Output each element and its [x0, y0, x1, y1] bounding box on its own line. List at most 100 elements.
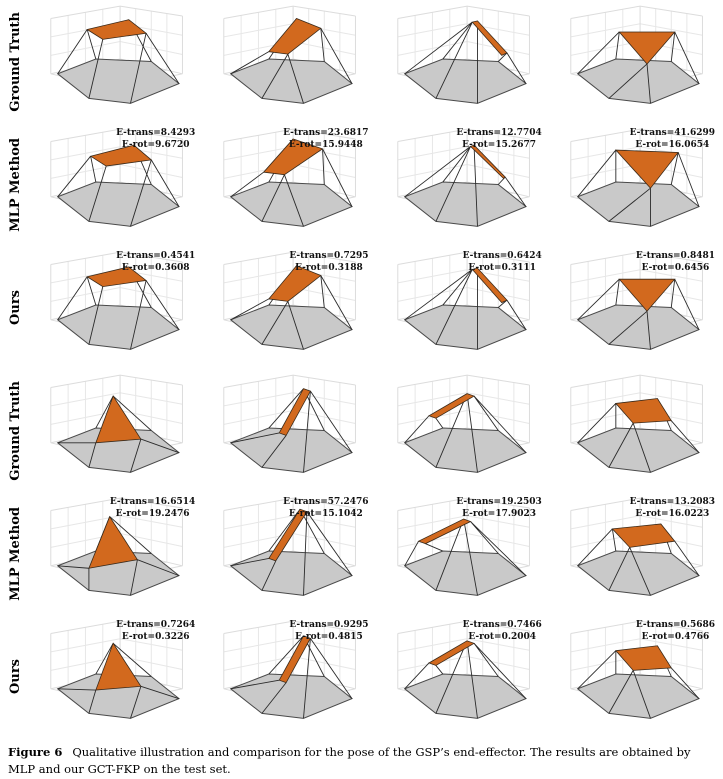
actuator-legs — [404, 519, 525, 595]
end-effector-polygon — [428, 394, 473, 419]
plot-cell-r1-c3 — [377, 0, 550, 123]
figure-row-6: Ours E-trans=0.7264 E-rot=0.3226 E-trans=0.… — [0, 615, 723, 738]
error-annotation: E-trans=0.7295 E-rot=0.3188 — [289, 251, 368, 274]
actuator-legs — [231, 389, 352, 473]
platform-3d-plot — [203, 0, 376, 123]
e-trans-value: E-trans=0.7466 — [462, 620, 542, 630]
e-rot-value: E-rot=16.0223 — [635, 508, 710, 519]
row-label-text: Ours — [7, 659, 23, 694]
axes-box-edges — [224, 375, 356, 457]
actuator-legs — [58, 267, 179, 349]
end-effector-polygon — [616, 646, 671, 671]
error-annotation: E-trans=0.5686 E-rot=0.4766 — [636, 620, 715, 643]
plot-cell-r3-c1: E-trans=0.4541 E-rot=0.3608 — [30, 246, 203, 369]
error-annotation: E-trans=19.2503 E-rot=17.9023 — [456, 497, 541, 520]
figure-caption-text: Qualitative illustration and comparison … — [8, 745, 691, 776]
platform-3d-plot — [377, 246, 550, 369]
e-rot-value: E-rot=0.3226 — [121, 631, 190, 642]
plot-cell-r5-c2: E-trans=57.2476 E-rot=15.1042 — [203, 492, 376, 615]
plot-cell-r3-c4: E-trans=0.8481 E-rot=0.6456 — [550, 246, 723, 369]
platform-3d-plot — [377, 492, 550, 615]
actuator-legs — [231, 266, 352, 350]
e-rot-value: E-rot=15.9448 — [288, 139, 363, 150]
plot-cell-r2-c1: E-trans=8.4293 E-rot=9.6720 — [30, 123, 203, 246]
actuator-legs — [404, 394, 525, 473]
plot-cell-r4-c4 — [550, 369, 723, 492]
base-platform-polygon — [231, 674, 352, 718]
actuator-legs — [404, 641, 525, 718]
error-annotation: E-trans=0.9295 E-rot=0.4815 — [289, 620, 368, 643]
platform-3d-plot — [203, 492, 376, 615]
actuator-legs — [231, 636, 352, 718]
error-annotation: E-trans=0.7264 E-rot=0.3226 — [116, 620, 195, 643]
end-effector-polygon — [96, 396, 141, 443]
actuator-legs — [58, 20, 179, 104]
plot-cell-r6-c2: E-trans=0.9295 E-rot=0.4815 — [203, 615, 376, 738]
base-platform-polygon — [577, 59, 698, 103]
base-platform-polygon — [231, 428, 352, 472]
platform-3d-plot — [550, 123, 723, 246]
error-annotation: E-trans=23.6817 E-rot=15.9448 — [283, 128, 368, 151]
platform-3d-plot — [377, 369, 550, 492]
e-rot-value: E-rot=0.2004 — [468, 631, 537, 642]
platform-3d-plot — [30, 246, 203, 369]
e-trans-value: E-trans=0.7264 — [116, 620, 196, 630]
actuator-legs — [577, 32, 698, 103]
row-label-text: Ground Truth — [7, 11, 23, 112]
plot-cell-r5-c4: E-trans=13.2083 E-rot=16.0223 — [550, 492, 723, 615]
plot-cell-r1-c1 — [30, 0, 203, 123]
e-rot-value: E-rot=19.2476 — [115, 508, 190, 519]
axes-box-edges — [51, 375, 183, 457]
row-label-mlp-method: MLP Method — [0, 492, 30, 615]
error-annotation: E-trans=13.2083 E-rot=16.0223 — [630, 497, 715, 520]
base-platform-polygon — [58, 59, 179, 103]
row-label-mlp-method: MLP Method — [0, 123, 30, 246]
e-trans-value: E-trans=23.6817 — [283, 128, 369, 138]
actuator-legs — [404, 21, 525, 103]
figure-row-5: MLP Method E-trans=16.6514 E-rot=19.2476 E-… — [0, 492, 723, 615]
e-trans-value: E-trans=57.2476 — [283, 497, 369, 507]
axes-box-edges — [397, 375, 529, 457]
e-trans-value: E-trans=0.7295 — [289, 251, 369, 261]
error-annotation: E-trans=57.2476 E-rot=15.1042 — [283, 497, 368, 520]
figure-row-1: Ground Truth — [0, 0, 723, 123]
e-trans-value: E-trans=0.8481 — [635, 251, 715, 261]
axes-box-edges — [397, 129, 529, 211]
plot-cell-r6-c1: E-trans=0.7264 E-rot=0.3226 — [30, 615, 203, 738]
e-trans-value: E-trans=8.4293 — [116, 128, 196, 138]
plot-cell-r4-c3 — [377, 369, 550, 492]
platform-3d-plot — [30, 492, 203, 615]
end-effector-polygon — [616, 399, 671, 424]
actuator-legs — [577, 646, 698, 719]
figure-row-3: Ours E-trans=0.4541 E-rot=0.3608 E-trans=0.… — [0, 246, 723, 369]
actuator-legs — [577, 279, 698, 349]
plot-cell-r2-c4: E-trans=41.6299 E-rot=16.0654 — [550, 123, 723, 246]
actuator-legs — [58, 517, 179, 596]
actuator-legs — [58, 145, 179, 226]
platform-3d-plot — [550, 369, 723, 492]
base-platform-polygon — [577, 674, 698, 718]
axes-box-edges — [397, 252, 529, 334]
e-trans-value: E-trans=13.2083 — [629, 497, 715, 507]
error-annotation: E-trans=0.4541 E-rot=0.3608 — [116, 251, 195, 274]
plot-cell-r3-c2: E-trans=0.7295 E-rot=0.3188 — [203, 246, 376, 369]
error-annotation: E-trans=12.7704 E-rot=15.2677 — [456, 128, 541, 151]
end-effector-polygon — [89, 517, 138, 569]
plot-cell-r2-c2: E-trans=23.6817 E-rot=15.9448 — [203, 123, 376, 246]
actuator-legs — [404, 268, 525, 349]
e-trans-value: E-trans=41.6299 — [629, 128, 715, 138]
actuator-legs — [231, 18, 352, 103]
actuator-legs — [231, 139, 352, 226]
plot-cell-r1-c4 — [550, 0, 723, 123]
platform-3d-plot — [30, 369, 203, 492]
plot-cell-r6-c4: E-trans=0.5686 E-rot=0.4766 — [550, 615, 723, 738]
row-label-ours: Ours — [0, 246, 30, 369]
platform-3d-plot — [30, 123, 203, 246]
row-label-text: Ours — [7, 290, 23, 325]
e-rot-value: E-rot=9.6720 — [121, 139, 190, 150]
plot-cell-r4-c2 — [203, 369, 376, 492]
e-rot-value: E-rot=0.4815 — [295, 631, 363, 642]
plot-cell-r6-c3: E-trans=0.7466 E-rot=0.2004 — [377, 615, 550, 738]
row-label-ground-truth: Ground Truth — [0, 369, 30, 492]
actuator-legs — [577, 150, 698, 226]
